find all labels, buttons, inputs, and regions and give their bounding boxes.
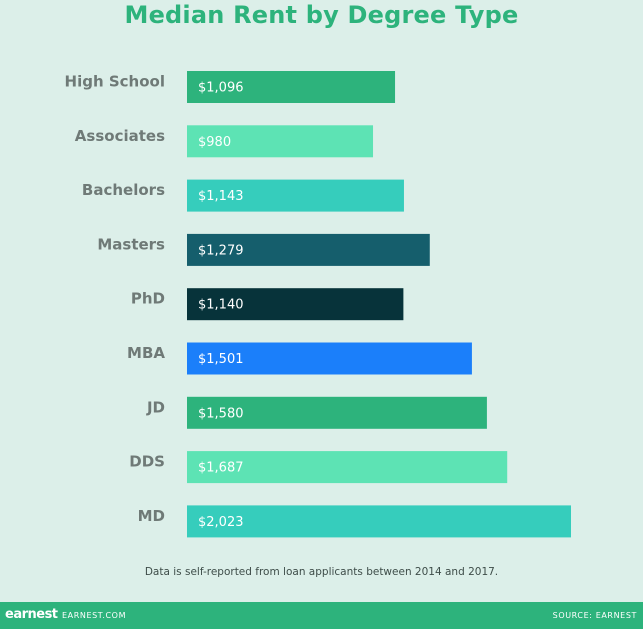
bar-masters: [187, 233, 430, 266]
footer-site-link: EARNEST.COM: [62, 611, 127, 620]
bar-md: [187, 505, 571, 538]
value-label-associates: $980: [198, 135, 231, 150]
footer-source: SOURCE: EARNEST: [552, 611, 637, 620]
category-label-md: MD: [138, 507, 165, 525]
category-label-high-school: High School: [65, 73, 165, 91]
category-label-associates: Associates: [75, 127, 165, 145]
bar-high-school: [187, 71, 396, 103]
value-label-mba: $1,501: [198, 352, 244, 367]
bar-phd: [187, 288, 404, 321]
category-label-jd: JD: [146, 398, 165, 416]
category-label-masters: Masters: [97, 235, 165, 253]
bar-jd: [187, 396, 487, 429]
chart-title: Median Rent by Degree Type: [124, 1, 519, 29]
value-label-md: $2,023: [198, 515, 244, 530]
value-label-dds: $1,687: [198, 461, 244, 476]
category-label-bachelors: Bachelors: [82, 181, 165, 199]
data-note: Data is self-reported from loan applican…: [144, 566, 499, 578]
bar-mba: [187, 342, 472, 375]
value-label-high-school: $1,096: [198, 81, 244, 96]
footer-bar: earnest EARNEST.COM SOURCE: EARNEST: [0, 602, 643, 629]
earnest-logo: earnest: [5, 607, 58, 622]
category-label-dds: DDS: [129, 453, 165, 471]
value-label-phd: $1,140: [198, 298, 244, 313]
bar-chart-svg: High School $1,096 Associates $980 Bachelors…: [65, 71, 571, 538]
value-label-jd: $1,580: [198, 406, 244, 421]
bar-bachelors: [187, 179, 404, 212]
bar-dds: [187, 451, 508, 484]
value-label-bachelors: $1,143: [198, 189, 244, 204]
category-label-mba: MBA: [127, 344, 165, 362]
bar-chart: High School $1,096 Associates $980 Bachelors…: [65, 71, 571, 538]
category-label-phd: PhD: [131, 290, 165, 308]
bar-associates: [187, 125, 374, 158]
value-label-masters: $1,279: [198, 243, 244, 258]
